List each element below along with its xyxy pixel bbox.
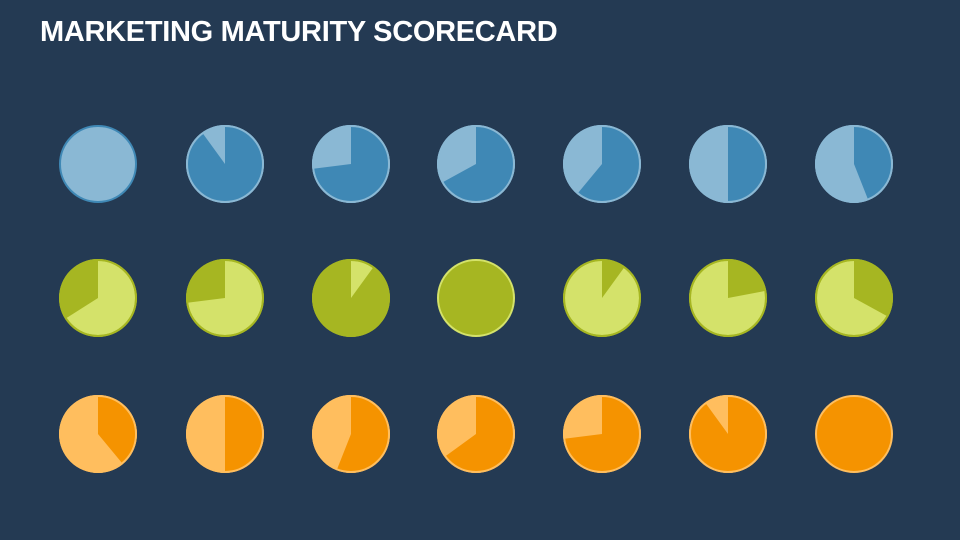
pie-r3-c5 [563,395,641,473]
pie-r2-c7 [815,259,893,337]
pie-outline [815,259,893,337]
pie-slice [564,396,640,472]
pie-slice [728,260,766,298]
pie-r3-c6 [689,395,767,473]
pie-slice [187,260,225,303]
pie-slice [187,126,264,203]
pie-base [437,259,515,337]
pie-outline [59,395,137,473]
pie-r3-c4 [437,395,515,473]
pie-base [59,125,137,203]
pie-slice [690,396,767,473]
pie-r1-c4 [437,125,515,203]
pie-outline [186,259,264,337]
pie-r2-c4 [437,259,515,337]
page-title: MARKETING MATURITY SCORECARD [40,16,558,48]
pie-r3-c3 [312,395,390,473]
pie-r1-c6 [689,125,767,203]
pie-r1-c7 [815,125,893,203]
pie-outline [689,395,767,473]
pie-outline [59,259,137,337]
pie-r1-c2 [186,125,264,203]
pie-r3-c1 [59,395,137,473]
pie-r2-c2 [186,259,264,337]
pie-outline [689,259,767,337]
pie-r2-c1 [59,259,137,337]
pie-outline [312,259,390,337]
pie-r2-c3 [312,259,390,337]
pie-r1-c1 [59,125,137,203]
pie-outline [815,125,893,203]
pie-slice [98,396,137,464]
pie-r1-c3 [312,125,390,203]
pie-outline [186,395,264,473]
pie-outline [689,125,767,203]
pie-slice [225,396,263,472]
pie-outline [563,125,641,203]
pie-outline [563,395,641,473]
pie-slice [602,260,625,298]
pie-base [815,395,893,473]
pie-r3-c7 [815,395,893,473]
pie-outline [186,125,264,203]
pie-slice [577,126,641,202]
pie-outline [437,125,515,203]
pie-r3-c2 [186,395,264,473]
pie-r2-c5 [563,259,641,337]
pie-r2-c6 [689,259,767,337]
pie-outline [437,395,515,473]
pie-slice [445,396,514,472]
pie-slice [854,126,892,200]
pie-slice [59,260,98,319]
pie-slice [313,260,390,336]
pie-outline [312,395,390,473]
pie-slice [728,126,766,202]
pie-slice [442,126,514,203]
pie-slice [313,126,390,202]
pie-outline [563,259,641,337]
pie-slice [337,396,390,473]
pie-r1-c5 [563,125,641,203]
pie-outline [312,125,390,203]
